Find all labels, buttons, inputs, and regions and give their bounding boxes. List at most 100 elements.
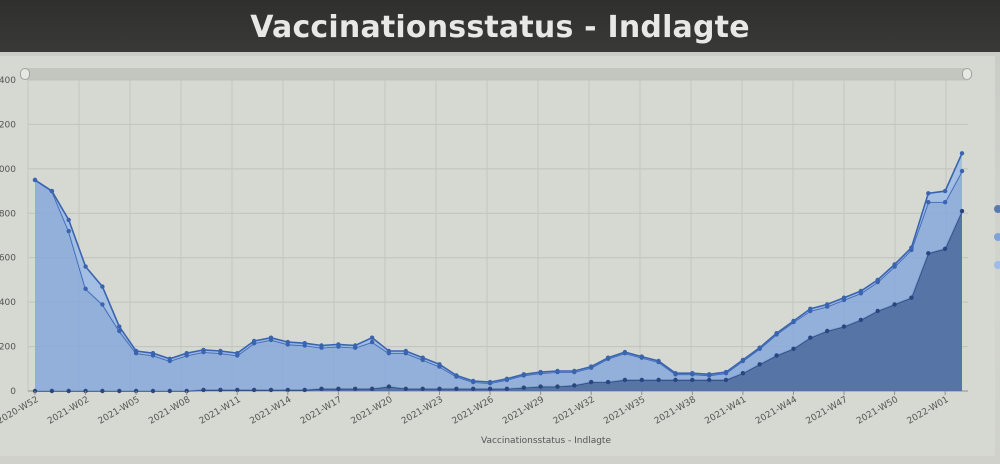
data-point[interactable] [639,377,644,383]
data-point[interactable] [285,387,290,393]
data-point[interactable] [605,355,611,360]
data-point[interactable] [521,372,526,377]
data-point[interactable] [100,284,105,289]
data-point[interactable] [555,368,560,374]
data-point[interactable] [723,377,729,383]
data-point[interactable] [420,386,425,391]
data-point[interactable] [589,364,594,369]
data-point[interactable] [959,208,965,214]
data-point[interactable] [707,372,712,377]
data-point[interactable] [487,386,493,391]
data-point[interactable] [875,308,880,314]
data-point[interactable] [369,386,375,391]
data-point[interactable] [49,388,55,394]
data-point[interactable] [622,377,628,383]
data-point[interactable] [487,379,493,385]
data-point[interactable] [336,386,341,391]
data-point[interactable] [471,378,476,384]
data-point[interactable] [605,379,611,385]
data-point[interactable] [302,387,307,393]
data-point[interactable] [622,349,628,355]
data-point[interactable] [353,386,358,391]
data-point[interactable] [504,386,510,391]
data-point[interactable] [555,384,560,389]
data-point[interactable] [369,339,375,345]
data-point[interactable] [656,358,661,364]
range-scrollbar[interactable] [22,68,970,80]
data-point[interactable] [268,335,274,340]
data-point[interactable] [673,377,678,383]
data-point[interactable] [336,342,341,347]
data-point[interactable] [892,262,897,267]
data-point[interactable] [858,317,864,323]
data-point[interactable] [538,369,543,375]
data-point[interactable] [471,386,476,391]
data-point[interactable] [437,386,442,391]
data-point[interactable] [926,251,931,256]
data-point[interactable] [201,387,206,393]
data-point[interactable] [723,369,729,375]
data-point[interactable] [319,386,324,391]
data-point[interactable] [100,302,105,307]
data-point[interactable] [403,348,408,354]
data-point[interactable] [808,306,813,311]
data-point[interactable] [673,371,678,376]
data-point[interactable] [589,379,594,385]
data-point[interactable] [386,384,392,389]
data-point[interactable] [235,387,240,393]
data-point[interactable] [892,302,897,307]
data-point[interactable] [825,328,830,334]
data-point[interactable] [117,388,122,394]
data-point[interactable] [117,328,122,334]
data-point[interactable] [100,388,105,394]
data-point[interactable] [909,245,914,250]
data-point[interactable] [420,355,425,360]
data-point[interactable] [83,264,88,269]
data-point[interactable] [386,348,392,354]
legend-marker-1[interactable] [994,205,1000,213]
data-point[interactable] [369,335,375,340]
data-point[interactable] [167,356,172,361]
data-point[interactable] [437,362,442,367]
data-point[interactable] [572,368,577,374]
range-handle-left[interactable] [20,68,30,80]
data-point[interactable] [926,200,931,205]
data-point[interactable] [740,357,746,363]
data-point[interactable] [538,384,543,389]
data-point[interactable] [83,286,88,291]
data-point[interactable] [791,318,796,324]
data-point[interactable] [504,376,510,381]
data-point[interactable] [251,387,257,393]
legend-marker-2[interactable] [994,233,1000,241]
data-point[interactable] [454,386,459,391]
data-point[interactable] [133,348,139,354]
data-point[interactable] [201,347,206,353]
data-point[interactable] [302,341,307,346]
data-point[interactable] [403,386,408,391]
data-point[interactable] [150,388,156,394]
data-point[interactable] [690,371,695,376]
data-point[interactable] [942,246,948,251]
data-point[interactable] [841,324,847,329]
data-point[interactable] [49,188,55,194]
data-point[interactable] [841,295,847,300]
data-point[interactable] [808,335,813,340]
data-point[interactable] [285,339,290,345]
data-point[interactable] [774,331,779,336]
data-point[interactable] [875,277,880,283]
data-point[interactable] [66,217,71,223]
data-point[interactable] [218,348,223,354]
data-point[interactable] [150,351,156,356]
data-point[interactable] [454,373,459,378]
data-point[interactable] [251,338,257,344]
data-point[interactable] [825,302,830,307]
data-point[interactable] [757,345,762,350]
data-point[interactable] [268,387,274,393]
data-point[interactable] [942,188,948,194]
data-point[interactable] [572,383,577,388]
data-point[interactable] [639,354,644,359]
data-point[interactable] [319,343,324,348]
legend-marker-3[interactable] [994,261,1000,269]
data-point[interactable] [117,324,122,329]
data-point[interactable] [521,385,526,390]
